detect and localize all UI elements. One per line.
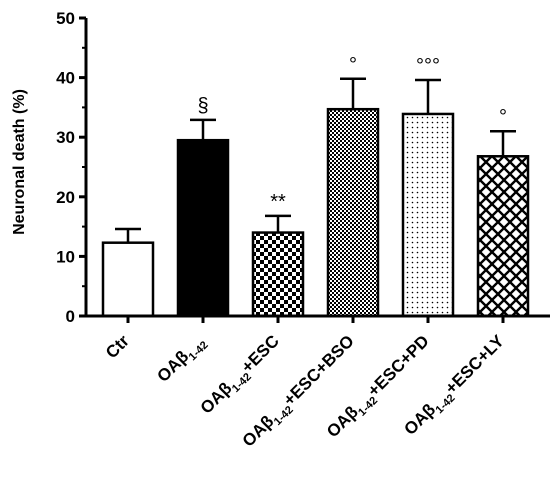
bar — [101, 241, 155, 318]
x-tick-label: OAβ1-42+ESC — [197, 331, 286, 420]
y-axis-title: Neuronal death (%) — [11, 89, 28, 235]
x-tick-label: Ctr — [102, 331, 133, 362]
bar-group — [101, 227, 155, 318]
y-tick-label: 10 — [56, 247, 75, 266]
x-axis: CtrOAβ1-42OAβ1-42+ESCOAβ1-42+ESC+BSOOAβ1… — [84, 314, 550, 451]
bars: §**° °°°° — [101, 54, 530, 318]
significance-mark: § — [197, 95, 208, 117]
bar — [176, 138, 230, 318]
significance-mark: ** — [270, 191, 286, 213]
bar-group: °°° — [401, 55, 455, 318]
bar-group: ° — [476, 106, 530, 318]
bar-group: ° — [326, 54, 380, 318]
y-tick-label: 0 — [66, 307, 75, 326]
bar — [326, 107, 380, 318]
bar — [401, 112, 455, 318]
significance-mark: ° — [499, 106, 507, 128]
bar-group: § — [176, 95, 230, 318]
significance-mark: °°° — [416, 55, 440, 77]
y-tick-label: 20 — [56, 188, 75, 207]
bar-group: ** — [251, 191, 305, 318]
bar — [476, 155, 530, 318]
significance-mark: ° — [349, 54, 357, 76]
y-tick-label: 30 — [56, 128, 75, 147]
x-tick-label: OAβ1-42 — [153, 331, 210, 388]
y-axis: 0 10 20 30 40 50 — [56, 9, 88, 326]
y-tick-label: 50 — [56, 9, 75, 28]
bar — [251, 231, 305, 318]
y-tick-label: 40 — [56, 69, 75, 88]
